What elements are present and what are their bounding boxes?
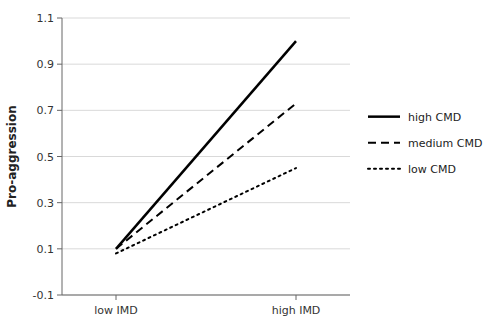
line [116,41,296,249]
legend-label: high CMD [408,111,461,124]
grid-line [62,156,350,157]
tick-label: high IMD [272,304,321,317]
tick-mark [296,295,297,300]
tick-mark [57,18,62,19]
tick-label: 0.1 [37,243,55,256]
series-group [116,41,296,253]
legend-label: low CMD [408,163,456,176]
legend-swatch [368,142,400,144]
y-axis: -0.1 0.1 0.3 0.5 0.7 0.9 1.1 [33,12,62,302]
tick-label: 0.9 [37,58,55,71]
tick-mark [57,248,62,249]
line [116,168,296,253]
legend: high CMD medium CMD low CMD [368,111,482,176]
grid-line [62,295,350,296]
tick-mark [116,295,117,300]
tick-mark [57,64,62,65]
line [116,103,296,248]
tick-mark [57,110,62,111]
x-axis: low IMD high IMD [62,295,350,317]
axis-line [62,18,63,295]
grid [62,18,350,295]
grid-line [62,202,350,203]
tick-label: 0.5 [37,151,55,164]
legend-swatch [368,168,400,170]
chart-container: -0.1 0.1 0.3 0.5 0.7 0.9 1.1 low IMD high IMD Pro… [0,0,500,335]
tick-mark [57,295,62,296]
chart: -0.1 0.1 0.3 0.5 0.7 0.9 1.1 low IMD high IMD Pro… [0,0,500,335]
tick-label: 0.7 [37,104,55,117]
background [0,0,500,335]
legend-label: medium CMD [408,137,482,150]
grid-line [62,248,350,249]
tick-mark [57,156,62,157]
grid-line [62,110,350,111]
legend-swatch [368,115,400,118]
grid-line [62,18,350,19]
tick-label: low IMD [94,304,137,317]
tick-label: -0.1 [33,289,54,302]
tick-label: 1.1 [37,12,55,25]
tick-mark [57,202,62,203]
tick-label: 0.3 [37,197,55,210]
grid-line [62,64,350,65]
axis-line [62,295,350,296]
axis-title: Pro-aggression [5,105,19,207]
